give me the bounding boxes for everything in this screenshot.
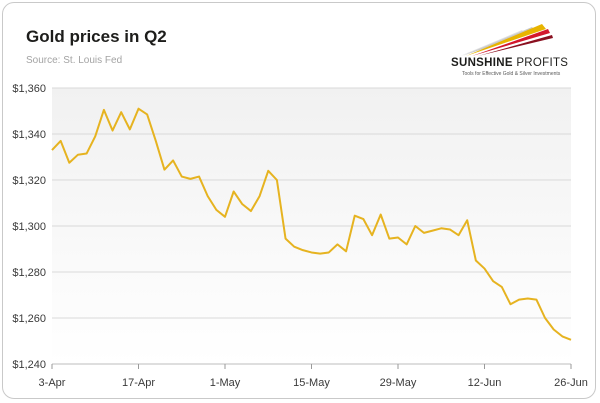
y-axis: $1,240 $1,260 $1,280 $1,300 $1,320 $1,340 $1,3… bbox=[12, 83, 46, 371]
chart-source: Source: St. Louis Fed bbox=[26, 55, 123, 66]
series-layer bbox=[51, 107, 572, 341]
x-tick-label: 17-Apr bbox=[122, 377, 155, 389]
x-tick-label: 1-May bbox=[210, 377, 241, 389]
x-tick-label: 12-Jun bbox=[468, 377, 502, 389]
y-tick-label: $1,240 bbox=[12, 359, 46, 371]
x-tick-label: 15-May bbox=[293, 377, 330, 389]
logo-name-light: PROFITS bbox=[512, 57, 569, 69]
logo-name: SUNSHINE PROFITS bbox=[451, 57, 568, 69]
sunshine-profits-logo-icon bbox=[460, 24, 553, 56]
y-tick-label: $1,280 bbox=[12, 267, 46, 279]
chart-title: Gold prices in Q2 bbox=[26, 27, 167, 46]
y-tick-label: $1,320 bbox=[12, 175, 46, 187]
logo-name-bold: SUNSHINE bbox=[451, 57, 513, 69]
x-tick-label: 26-Jun bbox=[554, 377, 588, 389]
y-tick-label: $1,300 bbox=[12, 221, 46, 233]
y-tick-label: $1,260 bbox=[12, 313, 46, 325]
gold-price-line bbox=[51, 107, 572, 341]
y-tick-label: $1,360 bbox=[12, 83, 46, 95]
x-tick-label: 29-May bbox=[380, 377, 417, 389]
logo-tagline: Tools for Effective Gold & Silver Invest… bbox=[462, 71, 561, 77]
x-axis: 3-Apr 17-Apr 1-May 15-May 29-May 12-Jun 26-Jun bbox=[39, 364, 588, 389]
x-tick-label: 3-Apr bbox=[39, 377, 66, 389]
y-tick-label: $1,340 bbox=[12, 129, 46, 141]
